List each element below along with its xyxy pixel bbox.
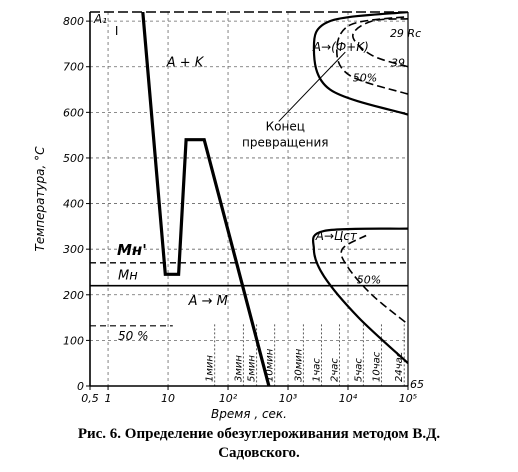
figure-caption: Рис. 6. Определение обезуглероживания ме… [0,425,518,463]
cooling-curve [141,12,271,386]
time-mark-label: 10мин [265,348,276,382]
x-tick-label: 10² [219,392,238,405]
lower-start-curve [311,227,408,365]
annotation-39: 39 [391,57,405,70]
time-mark-label: 30мин [293,348,304,382]
time-mark-label: 10час [371,351,382,382]
time-mark-label: 5мин [247,355,258,382]
y-tick-label: 400 [63,198,84,211]
annotation-65: 65 [410,378,424,391]
region-label-a-to-f-k: A→(Ф+K) [312,40,369,54]
time-mark-label: 24час [394,351,405,382]
region-label-a-plus-k: A + K [166,56,205,71]
mn-label: Mн [118,269,138,284]
x-tick-label: 10⁴ [339,392,358,405]
time-mark-label: 1мин [205,355,216,382]
chart-labels: 1мин 3мин 5мин 10мин 30мин 1час 2час 5час 10час 2… [93,12,424,391]
y-tick-label: 700 [63,61,84,74]
caption-line-2: Садовского. [218,445,300,461]
time-mark-label: 1час [311,358,322,382]
annotation-fifty-upper: 50% [353,71,377,84]
y-tick-label: 0 [77,380,84,393]
lower-fifty-curve [340,234,406,323]
region-label-i: I [115,24,119,38]
annotation-leader-line [278,51,346,122]
y-tick-label: 800 [63,15,84,28]
region-label-a-to-m: A → M [188,294,228,309]
fifty-percent-label: 50 % [118,329,149,343]
x-tick-label: 10³ [279,392,298,405]
y-tick-label: 100 [63,334,84,347]
caption-line-1: Рис. 6. Определение обезуглероживания ме… [77,426,441,442]
x-tick-label: 10⁵ [399,392,417,405]
x-axis-title: Время , сек. [211,407,287,421]
ttt-diagram: 0 100 200 300 400 500 600 700 800 0,5 1 10 10² 10³ 10⁴… [33,11,424,421]
y-axis-title: Температура, °С [33,146,47,252]
chart-curves [90,11,408,386]
time-mark-label: 3мин [233,355,244,382]
y-tick-label: 200 [63,289,84,302]
annotation-end-label-2: превращения [242,136,328,150]
y-tick-label: 300 [63,243,84,256]
a1-label: A₁ [93,12,107,26]
time-mark-label: 2час [329,358,340,382]
region-label-a-to-cst: A→Цст [315,229,358,243]
annotation-fifty-lower: 50% [357,273,381,286]
x-tick-label: 10 [161,392,175,405]
annotation-29rc: 29 Rc [390,27,421,40]
upper-end-curve [351,18,408,68]
annotation-end-label-1: Конец [266,120,305,134]
x-tick-label: 1 [105,392,112,405]
upper-fifty-curve [335,15,408,95]
y-tick-label: 500 [63,152,84,165]
mn-prime-label: Mн' [117,241,147,259]
time-mark-label: 5час [353,358,364,382]
x-tick-label: 0,5 [81,392,99,405]
chart-axes: 0 100 200 300 400 500 600 700 800 0,5 1 10 10² 10³ 10⁴… [33,12,417,421]
y-tick-label: 600 [63,106,84,119]
upper-start-curve [312,12,408,116]
